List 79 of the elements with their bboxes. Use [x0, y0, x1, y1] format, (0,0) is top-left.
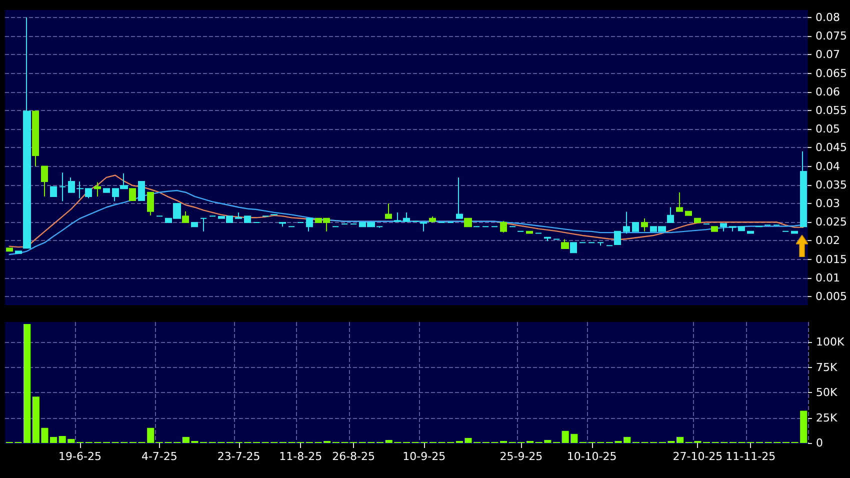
candlestick	[147, 192, 154, 216]
candlestick	[800, 150, 807, 228]
candlestick	[676, 192, 683, 212]
candlestick	[50, 186, 57, 197]
candlestick	[694, 218, 701, 223]
candlestick	[623, 211, 630, 234]
candlestick	[570, 242, 577, 254]
candlestick	[685, 210, 692, 216]
bar	[50, 436, 58, 443]
x-tick-label: 11-11-25	[726, 450, 776, 463]
x-tick-label: 27-10-25	[672, 450, 723, 463]
candlestick	[103, 188, 110, 193]
candlestick	[394, 212, 401, 222]
candlestick	[597, 242, 604, 246]
y-tick-label: 100K	[816, 336, 845, 349]
y-tick-label: 0.055	[816, 104, 848, 117]
candlestick	[403, 212, 410, 222]
y-tick-label: 0.045	[816, 141, 848, 154]
x-tick-label: 4-7-25	[141, 450, 178, 463]
candlestick	[544, 236, 551, 242]
y-tick-label: 0.08	[816, 10, 840, 24]
y-tick-label: 25K	[816, 411, 838, 424]
candlestick	[200, 218, 207, 232]
candlestick	[279, 222, 286, 228]
y-tick-label: 0.02	[816, 234, 840, 248]
candlestick	[306, 218, 313, 232]
x-tick-label: 11-8-25	[279, 450, 322, 463]
candlestick	[456, 176, 463, 219]
candlestick	[385, 203, 392, 219]
y-tick-label: 0.05	[816, 122, 840, 136]
candlestick	[500, 220, 507, 234]
candlestick	[641, 218, 648, 232]
candlestick	[738, 226, 745, 232]
x-tick-label: 10-10-25	[566, 450, 617, 463]
candlestick	[138, 181, 145, 202]
x-tick-label: 25-9-25	[500, 450, 543, 463]
candlestick	[420, 222, 427, 232]
y-tick-label: 50K	[816, 386, 838, 400]
candlestick	[191, 222, 198, 228]
x-tick-label: 10-9-25	[402, 450, 446, 463]
candlestick	[59, 172, 66, 202]
candlestick	[791, 230, 798, 234]
x-tick-label: 19-6-25	[58, 450, 102, 463]
candlestick	[464, 218, 472, 228]
candlestick	[32, 110, 39, 167]
candlestick	[720, 223, 727, 232]
candlestick	[23, 16, 31, 249]
candlestick	[747, 230, 754, 234]
y-tick-label: 75K	[816, 360, 838, 374]
candlestick	[614, 230, 621, 245]
candlestick	[6, 248, 13, 252]
y-tick-label: 0	[816, 436, 823, 450]
y-tick-label: 0.015	[816, 252, 848, 266]
candlestick	[15, 250, 22, 254]
y-tick-label: 0.07	[816, 48, 840, 62]
y-tick-label: 0.065	[816, 66, 848, 80]
candlestick	[667, 206, 674, 223]
candlestick	[429, 216, 436, 223]
y-tick-label: 0.04	[816, 160, 840, 173]
candlestick	[729, 226, 736, 232]
candlestick	[632, 222, 639, 232]
y-tick-label: 0.025	[816, 216, 848, 229]
candlestick	[235, 212, 242, 219]
y-tick-label: 0.06	[816, 85, 840, 98]
x-tick-label: 23-7-25	[217, 450, 260, 463]
candlestick	[244, 216, 251, 223]
candlestick	[182, 210, 189, 223]
candlestick	[561, 238, 569, 250]
x-tick-label: 26-8-25	[332, 450, 376, 463]
candlestick	[41, 166, 48, 197]
candlestick	[526, 230, 533, 234]
y-tick-label: 0.005	[816, 290, 848, 304]
y-tick-label: 0.03	[816, 197, 840, 210]
candlestick	[129, 188, 136, 202]
y-tick-label: 0.035	[816, 178, 848, 192]
candlestick	[711, 226, 718, 232]
y-tick-label: 0.01	[816, 271, 840, 284]
candlestick	[94, 182, 101, 197]
y-tick-label: 0.075	[816, 30, 848, 43]
